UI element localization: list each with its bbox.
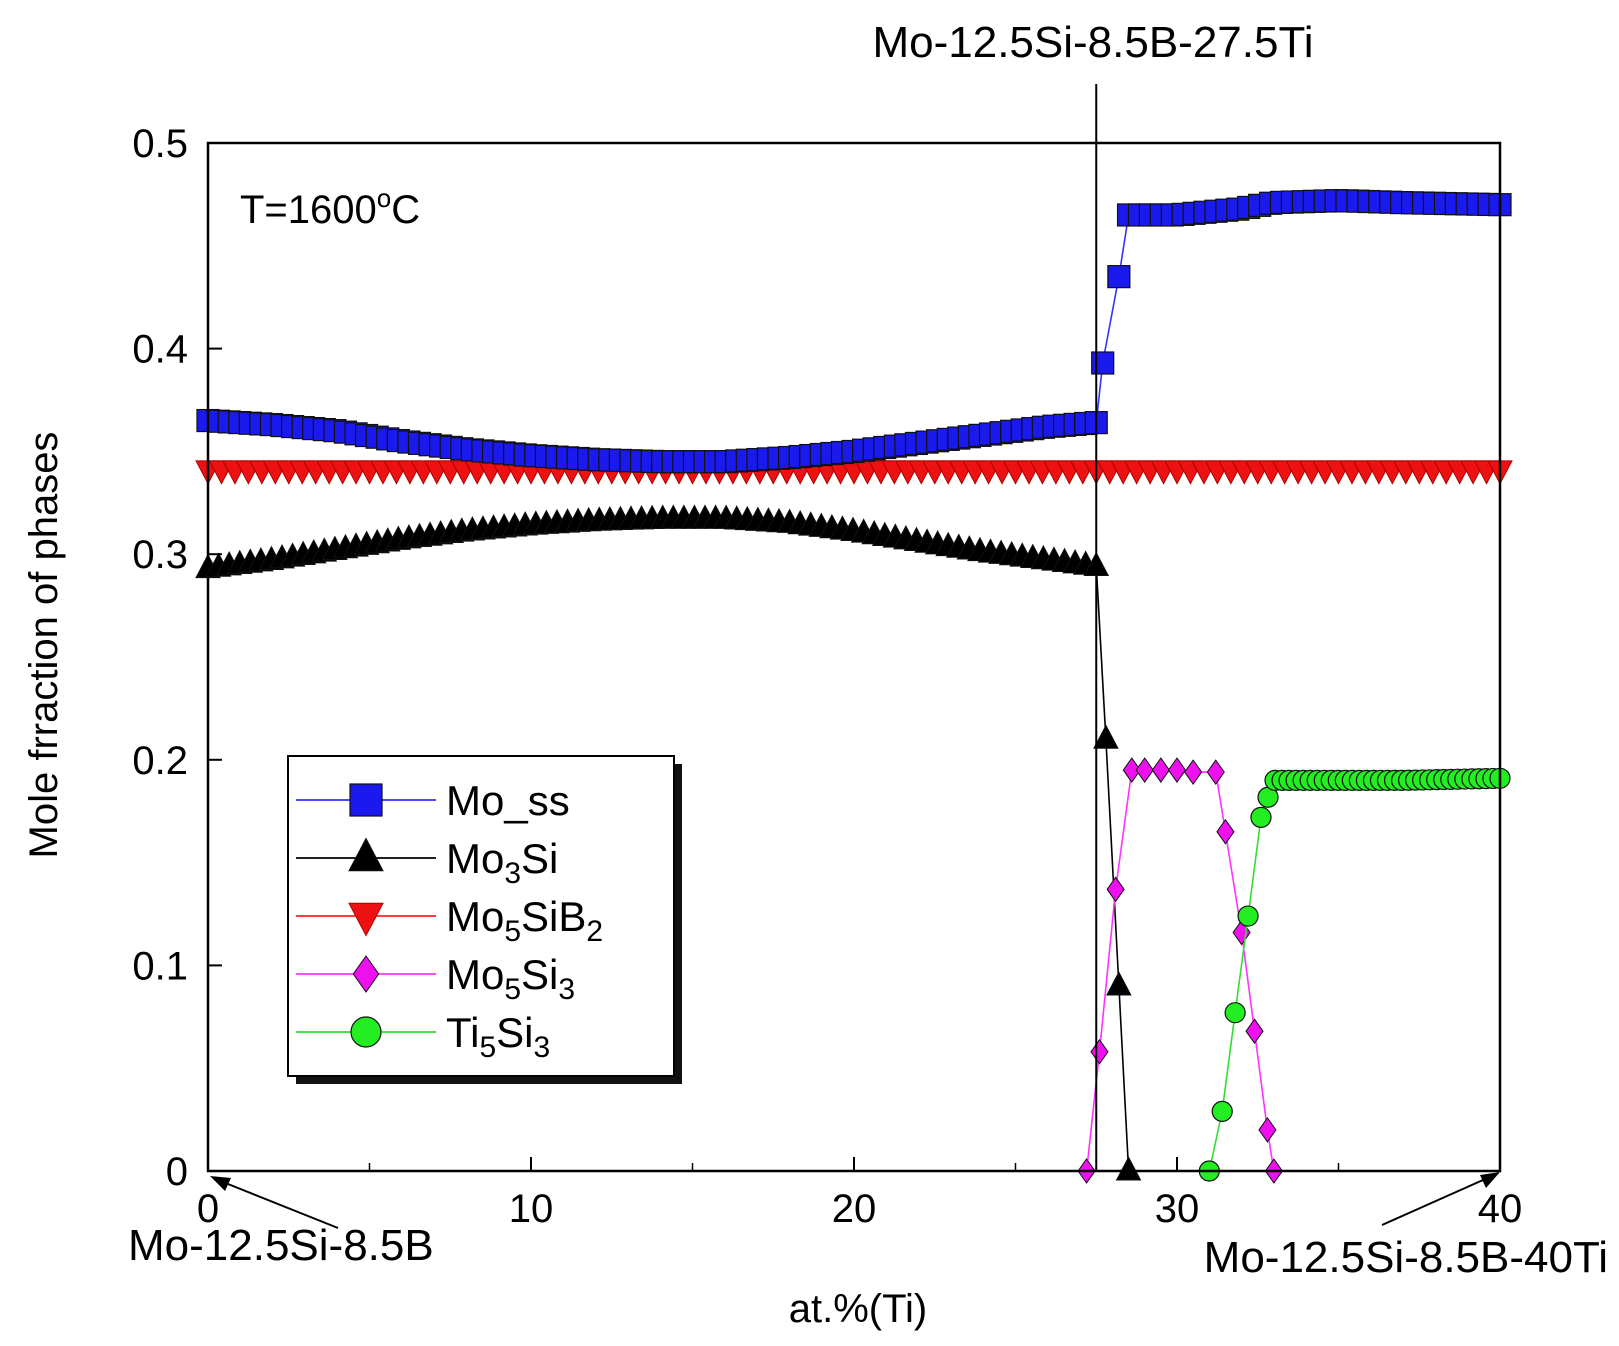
y-tick-label: 0.1 <box>132 944 188 988</box>
data-point-mo5si3 <box>1151 757 1170 783</box>
axis-ticks: 0 10 20 30 40 0 0.1 0.2 0.3 0.4 0.5 <box>132 122 1522 1231</box>
data-point-mo3si <box>1106 971 1132 996</box>
series-mo5sib2 <box>195 460 1513 485</box>
left-arrow-line <box>217 1179 339 1229</box>
temperature-label: T=1600oC <box>240 183 420 232</box>
x-tick-label: 20 <box>832 1187 877 1231</box>
right-composition-label: Mo-12.5Si-8.5B-40Ti <box>1204 1233 1608 1282</box>
x-axis-label: at.%(Ti) <box>789 1287 928 1331</box>
data-point-ti5si3 <box>1224 1002 1246 1024</box>
top-composition-label: Mo-12.5Si-8.5B-27.5Ti <box>872 18 1313 67</box>
legend-marker <box>349 783 383 817</box>
y-tick-label: 0.5 <box>132 122 188 166</box>
data-point-mo5si3 <box>1106 876 1125 903</box>
series-mo-ss <box>196 189 1512 474</box>
legend-marker <box>348 902 384 937</box>
data-point-mo5si3 <box>1245 1018 1264 1045</box>
legend-marker <box>352 955 380 993</box>
right-arrow-line <box>1381 1175 1493 1226</box>
right-arrowhead <box>1480 1172 1500 1188</box>
series-mo3si <box>195 504 1142 1181</box>
data-point-mo5si3 <box>1184 759 1203 786</box>
x-tick-label: 0 <box>197 1187 219 1231</box>
y-axis-label: Mole frraction of phases <box>22 432 66 859</box>
x-tick-label: 10 <box>509 1187 554 1231</box>
legend-label: Mo5SiB2 <box>446 893 603 948</box>
legend-item-mo5sib2: Mo5SiB2 <box>296 893 603 948</box>
data-point-mo5si3 <box>1258 1117 1277 1143</box>
legend-item-ti5si3: Ti5Si3 <box>296 1009 550 1064</box>
data-point-mo5si3 <box>1216 818 1235 845</box>
data-point-mo3si <box>1093 724 1119 749</box>
y-tick-label: 0 <box>166 1150 188 1194</box>
legend-item-mo5si3: Mo5Si3 <box>296 951 575 1006</box>
x-tick-label: 30 <box>1155 1187 1200 1231</box>
data-point-ti5si3 <box>1250 806 1272 828</box>
data-point-mo-ss <box>1107 265 1131 289</box>
series-ti5si3 <box>1198 767 1511 1182</box>
data-point-mo5si3 <box>1167 757 1187 783</box>
left-arrowhead <box>210 1176 231 1191</box>
y-tick-label: 0.2 <box>132 739 188 783</box>
legend-label: Mo3Si <box>446 835 558 890</box>
legend-item-mo-ss: Mo_ss <box>296 777 570 824</box>
legend-label: Ti5Si3 <box>446 1009 550 1064</box>
data-point-ti5si3 <box>1237 905 1259 927</box>
data-point-ti5si3 <box>1211 1100 1233 1122</box>
data-point-mo5si3 <box>1090 1038 1109 1065</box>
data-point-mo-ss <box>1091 351 1115 375</box>
data-point-mo3si <box>1115 1156 1142 1181</box>
legend-marker <box>350 1016 382 1048</box>
y-tick-label: 0.4 <box>132 328 188 372</box>
legend-label: Mo_ss <box>446 777 570 824</box>
plot-data-layer <box>195 189 1513 1184</box>
data-point-mo5si3 <box>1206 759 1225 786</box>
series-line-ti5si3 <box>1208 777 1501 1172</box>
series-line-mo5si3 <box>1085 769 1275 1172</box>
legend-marker <box>348 837 384 872</box>
series-line-mo-ss <box>207 199 1501 463</box>
legend-item-mo3si: Mo3Si <box>296 835 558 890</box>
left-composition-label: Mo-12.5Si-8.5B <box>128 1221 434 1270</box>
legend-label: Mo5Si3 <box>446 951 575 1006</box>
x-tick-label: 40 <box>1478 1187 1523 1231</box>
data-point-mo5si3 <box>1135 757 1154 783</box>
data-point-mo5si3 <box>1122 757 1141 783</box>
y-tick-label: 0.3 <box>132 533 188 577</box>
